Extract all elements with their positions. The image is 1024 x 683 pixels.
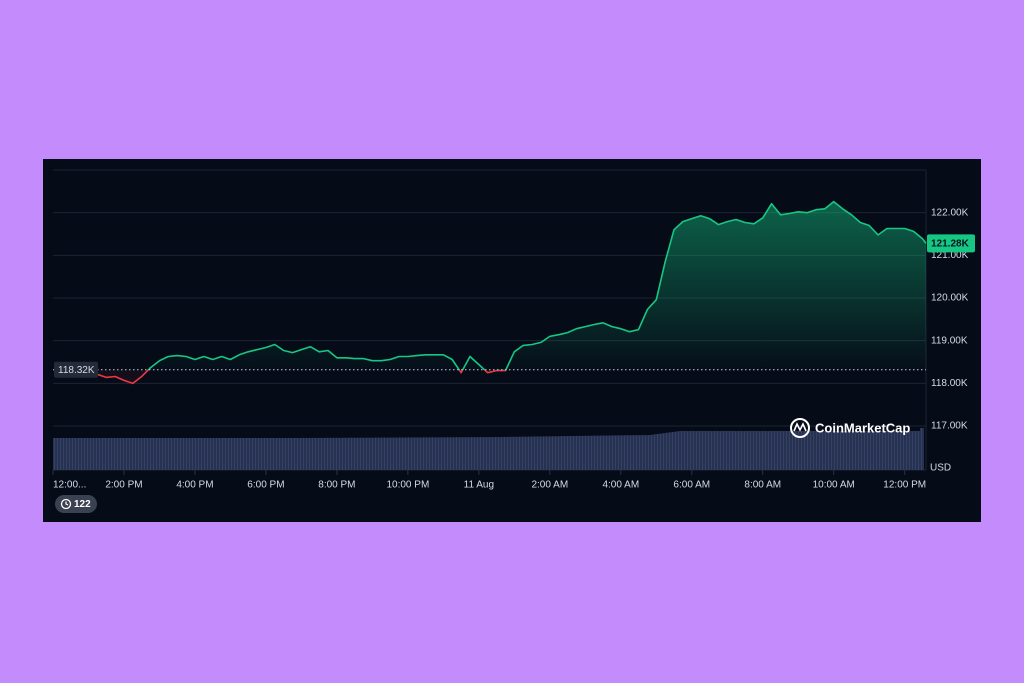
x-tick-label: 10:00 AM: [813, 480, 855, 491]
plot: 117.00K 118.00K 119.00K 120.00K 121.00K 122.0…: [52, 200, 975, 491]
reference-label: 118.32K: [58, 365, 95, 376]
x-tick-label: 4:00 PM: [176, 480, 213, 491]
watermark: CoinMarketCap: [790, 418, 910, 438]
y-tick-label: 117.00K: [931, 421, 968, 432]
price-line: [97, 200, 927, 385]
x-tick-label: 12:00...: [53, 480, 86, 491]
y-tick-label: 121.00K: [931, 250, 969, 261]
x-tick-label: 8:00 AM: [744, 480, 781, 491]
area: [97, 201, 927, 384]
current-price-label: 121.28K: [931, 239, 970, 250]
x-tick-label: 6:00 PM: [247, 480, 284, 491]
y-tick-label: 122.00K: [931, 207, 969, 218]
y-tick-label: 119.00K: [931, 335, 968, 346]
volume-band: [53, 428, 924, 470]
x-tick-label: 10:00 PM: [386, 480, 429, 491]
x-tick-label: 4:00 AM: [602, 480, 639, 491]
x-tick-label: 2:00 PM: [105, 480, 142, 491]
x-tick-label: 12:00 PM: [883, 480, 926, 491]
y-tick-label: 120.00K: [931, 293, 969, 304]
x-tick-label: 6:00 AM: [673, 480, 710, 491]
logo-mark: [793, 422, 807, 432]
x-tick-label: 2:00 AM: [531, 480, 568, 491]
x-tick-label: 8:00 PM: [318, 480, 355, 491]
x-tick-label: 11 Aug: [464, 480, 494, 491]
watermark-text: CoinMarketCap: [815, 420, 910, 435]
reference-label-bg: [54, 361, 98, 378]
current-price-bg: [927, 234, 975, 253]
history-badge[interactable]: 122: [55, 495, 97, 513]
y-tick-label: 118.00K: [931, 378, 968, 389]
clock-hand: [65, 501, 69, 506]
y-axis-label: USD: [930, 463, 951, 474]
badge-count: 122: [74, 499, 91, 510]
logo: [790, 418, 810, 438]
clock-icon: [60, 498, 72, 510]
